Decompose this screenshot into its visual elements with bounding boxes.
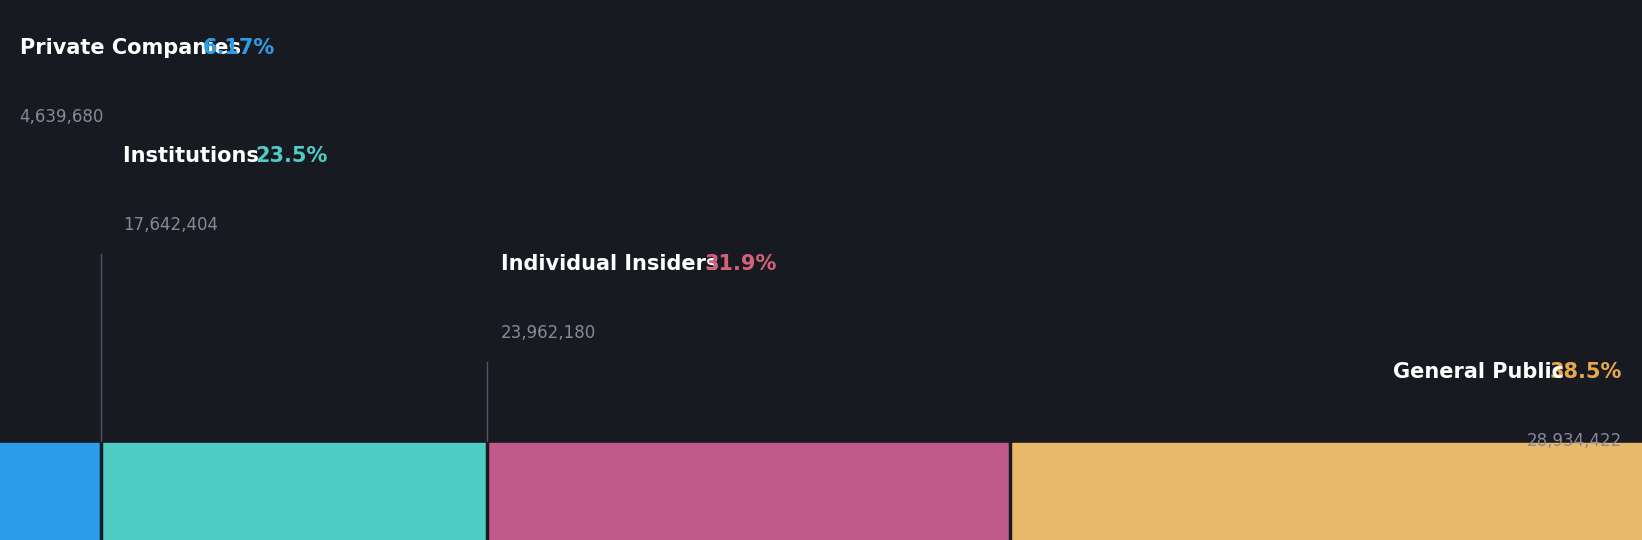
- Bar: [486, 443, 1010, 540]
- Text: Institutions: Institutions: [123, 146, 266, 166]
- Text: 17,642,404: 17,642,404: [123, 216, 218, 234]
- Text: 31.9%: 31.9%: [704, 254, 777, 274]
- Bar: [0, 443, 102, 540]
- Text: Private Companies: Private Companies: [20, 38, 248, 58]
- Text: 23,962,180: 23,962,180: [501, 324, 596, 342]
- Text: 6.17%: 6.17%: [204, 38, 276, 58]
- Bar: [102, 443, 486, 540]
- Text: General Public: General Public: [1392, 362, 1571, 382]
- Text: 28,934,422: 28,934,422: [1527, 432, 1622, 450]
- Text: 38.5%: 38.5%: [1550, 362, 1622, 382]
- Text: 23.5%: 23.5%: [256, 146, 328, 166]
- Text: 4,639,680: 4,639,680: [20, 108, 103, 126]
- Bar: [1010, 443, 1642, 540]
- Text: Individual Insiders: Individual Insiders: [501, 254, 726, 274]
